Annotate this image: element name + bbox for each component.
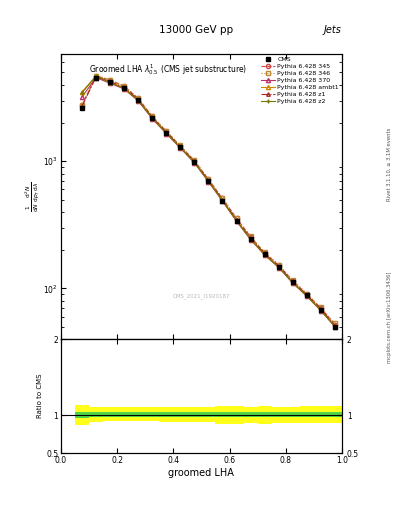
Text: Rivet 3.1.10, ≥ 3.1M events: Rivet 3.1.10, ≥ 3.1M events xyxy=(387,127,392,201)
Y-axis label: $\frac{1}{\mathrm{d}N}\,\frac{\mathrm{d}^2 N}{\mathrm{d}p_T\,\mathrm{d}\lambda}$: $\frac{1}{\mathrm{d}N}\,\frac{\mathrm{d}… xyxy=(24,181,42,212)
Legend: CMS, Pythia 6.428 345, Pythia 6.428 346, Pythia 6.428 370, Pythia 6.428 ambt1, P: CMS, Pythia 6.428 345, Pythia 6.428 346,… xyxy=(260,56,340,105)
Text: mcplots.cern.ch [arXiv:1306.3436]: mcplots.cern.ch [arXiv:1306.3436] xyxy=(387,272,392,363)
Text: CMS_2021_I1920187: CMS_2021_I1920187 xyxy=(173,293,230,299)
Text: Jets: Jets xyxy=(324,25,342,35)
Text: Groomed LHA $\lambda^{1}_{0.5}$ (CMS jet substructure): Groomed LHA $\lambda^{1}_{0.5}$ (CMS jet… xyxy=(88,62,247,77)
X-axis label: groomed LHA: groomed LHA xyxy=(169,467,234,478)
Text: 13000 GeV pp: 13000 GeV pp xyxy=(160,25,233,35)
Y-axis label: Ratio to CMS: Ratio to CMS xyxy=(37,374,43,418)
